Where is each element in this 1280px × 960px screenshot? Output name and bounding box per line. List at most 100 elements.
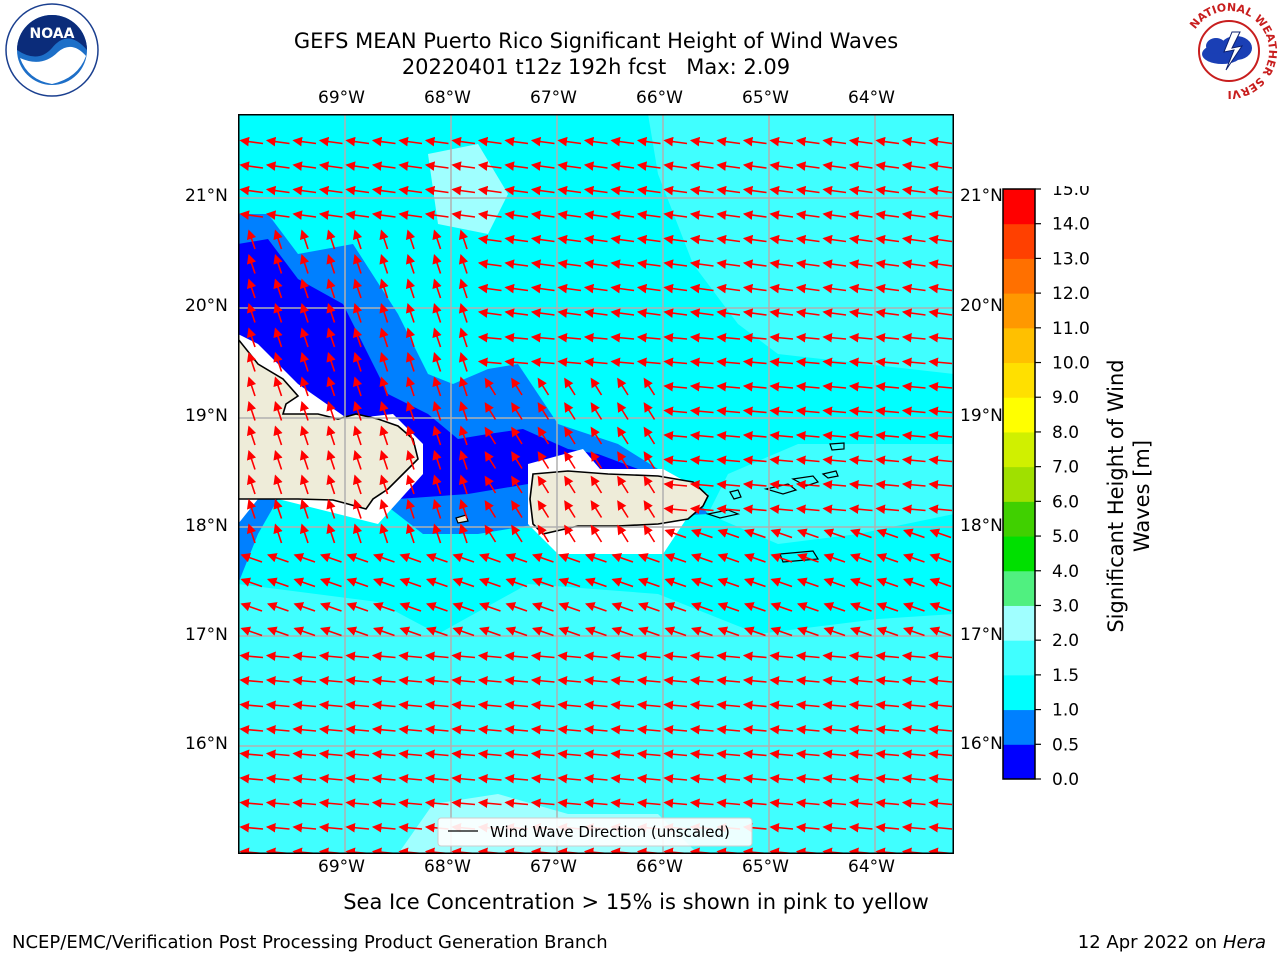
wind-wave-arrow xyxy=(537,377,550,396)
wind-wave-arrow xyxy=(451,724,476,735)
wind-wave-arrow xyxy=(795,161,820,171)
wind-wave-arrow xyxy=(901,185,926,196)
wind-wave-arrow xyxy=(822,234,847,245)
wind-wave-arrow xyxy=(477,136,502,147)
wind-wave-arrow xyxy=(689,675,714,686)
wind-wave-arrow xyxy=(848,406,873,417)
wind-wave-arrow xyxy=(636,308,661,318)
wind-wave-arrow xyxy=(379,425,389,446)
wind-wave-arrow xyxy=(371,724,396,735)
wind-wave-arrow xyxy=(690,577,713,588)
wind-wave-arrow xyxy=(876,553,899,563)
wind-wave-arrow xyxy=(769,773,794,784)
wind-wave-arrow xyxy=(643,524,656,543)
wind-wave-arrow xyxy=(558,626,581,637)
wind-wave-arrow xyxy=(637,602,660,612)
wind-wave-arrow xyxy=(399,602,422,612)
wind-wave-arrow xyxy=(478,602,501,612)
wind-wave-arrow xyxy=(432,474,442,495)
wind-wave-arrow xyxy=(590,475,603,494)
wind-wave-arrow xyxy=(796,577,819,588)
wind-wave-arrow xyxy=(557,185,582,196)
wind-wave-arrow xyxy=(319,626,342,637)
wind-wave-arrow xyxy=(273,253,283,274)
wind-wave-arrow xyxy=(663,455,688,466)
wind-wave-arrow xyxy=(901,504,926,515)
wind-wave-arrow xyxy=(318,724,343,735)
wind-wave-arrow xyxy=(505,553,528,563)
wind-wave-arrow xyxy=(265,700,290,711)
wind-wave-arrow xyxy=(583,773,608,784)
wind-wave-arrow xyxy=(617,451,629,469)
wind-wave-arrow xyxy=(822,430,847,441)
wind-wave-arrow xyxy=(451,773,476,784)
wind-wave-arrow xyxy=(273,449,283,470)
wind-wave-arrow xyxy=(848,675,873,686)
wind-wave-arrow xyxy=(769,675,794,686)
wind-wave-arrow xyxy=(583,724,608,735)
wind-wave-arrow xyxy=(371,749,396,760)
wind-wave-arrow xyxy=(617,475,629,494)
wind-wave-arrow xyxy=(352,474,363,495)
wind-wave-arrow xyxy=(293,602,316,612)
wind-wave-arrow xyxy=(769,308,794,318)
wind-wave-arrow xyxy=(504,357,529,368)
wind-wave-arrow xyxy=(265,798,290,809)
lon-label-bottom: 69°W xyxy=(318,857,365,877)
wind-wave-arrow xyxy=(928,675,953,686)
wind-wave-arrow xyxy=(822,136,847,147)
colorbar-swatch xyxy=(1003,258,1035,294)
wind-wave-arrow xyxy=(352,449,363,470)
wind-wave-arrow xyxy=(875,749,900,760)
wind-wave-arrow xyxy=(299,425,310,446)
wind-wave-arrow xyxy=(584,626,607,637)
wind-wave-arrow xyxy=(822,210,847,220)
wind-wave-arrow xyxy=(716,332,741,343)
wind-wave-arrow xyxy=(505,602,528,612)
lon-label-bottom: 67°W xyxy=(530,857,577,877)
wind-wave-arrow xyxy=(557,798,582,809)
wind-wave-arrow xyxy=(822,455,847,466)
wind-wave-arrow xyxy=(617,426,629,445)
wind-wave-arrow xyxy=(690,602,713,612)
wind-wave-arrow xyxy=(266,626,289,637)
wind-wave-arrow xyxy=(405,327,416,348)
wind-wave-arrow xyxy=(292,822,317,833)
wind-wave-arrow xyxy=(345,651,370,662)
lat-label-right: 19°N xyxy=(960,406,1003,426)
wind-wave-arrow xyxy=(530,185,555,196)
wind-wave-arrow xyxy=(636,357,661,368)
wind-wave-arrow xyxy=(742,724,767,735)
wind-wave-arrow xyxy=(664,626,687,637)
wind-wave-arrow xyxy=(273,351,283,372)
wind-wave-arrow xyxy=(452,602,475,612)
lon-label-top: 69°W xyxy=(318,88,365,108)
wind-wave-arrow xyxy=(795,136,820,147)
wind-wave-arrow xyxy=(769,651,794,662)
wind-wave-arrow xyxy=(240,602,263,612)
wind-wave-arrow xyxy=(875,259,900,269)
wind-wave-arrow xyxy=(902,577,925,588)
wind-wave-arrow xyxy=(795,700,820,711)
wind-wave-arrow xyxy=(901,430,926,441)
wind-wave-arrow xyxy=(398,773,423,784)
wind-wave-arrow xyxy=(458,278,469,299)
wind-wave-arrow xyxy=(689,381,714,392)
wind-wave-arrow xyxy=(643,377,656,396)
colorbar-swatch xyxy=(1003,431,1035,468)
wind-wave-arrow xyxy=(511,451,523,469)
wind-wave-arrow xyxy=(610,700,635,711)
wind-wave-arrow xyxy=(326,278,336,299)
wind-wave-arrow xyxy=(663,406,688,417)
wind-wave-arrow xyxy=(273,474,283,495)
wind-wave-arrow xyxy=(583,332,608,343)
wind-wave-arrow xyxy=(477,773,502,784)
lat-label-left: 21°N xyxy=(185,186,228,206)
wind-wave-arrow xyxy=(849,626,872,637)
wind-wave-arrow xyxy=(689,651,714,662)
wind-wave-arrow xyxy=(372,626,395,637)
wind-wave-arrow xyxy=(371,161,396,171)
wind-wave-arrow xyxy=(477,332,502,343)
wind-wave-arrow xyxy=(848,773,873,784)
wind-wave-arrow xyxy=(875,308,900,318)
